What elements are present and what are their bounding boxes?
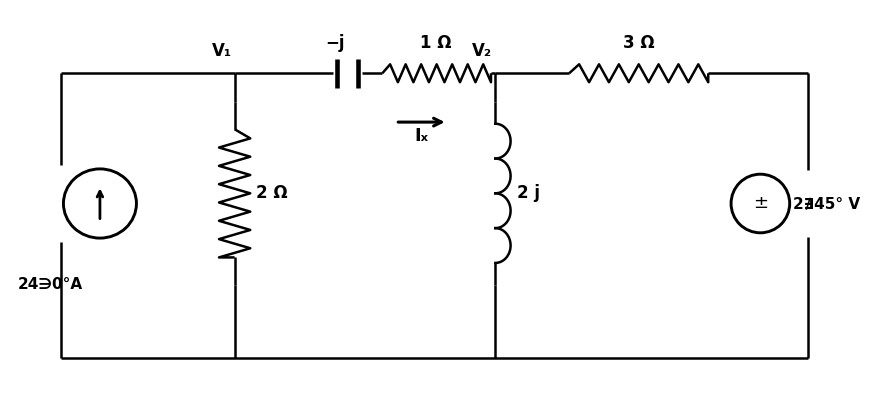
Text: 2 Ω: 2 Ω [256, 184, 288, 202]
Text: −j: −j [325, 34, 344, 52]
Text: V₁: V₁ [211, 42, 232, 60]
Text: 2∄45° V: 2∄45° V [793, 196, 860, 211]
Text: 1 Ω: 1 Ω [421, 34, 452, 52]
Text: V₂: V₂ [472, 42, 493, 60]
Text: $\pm$: $\pm$ [753, 195, 768, 212]
Text: 3 Ω: 3 Ω [623, 34, 654, 52]
Text: 24∋0°A: 24∋0°A [18, 278, 83, 292]
Text: 2 j: 2 j [517, 184, 540, 202]
Text: Iₓ: Iₓ [415, 127, 428, 145]
